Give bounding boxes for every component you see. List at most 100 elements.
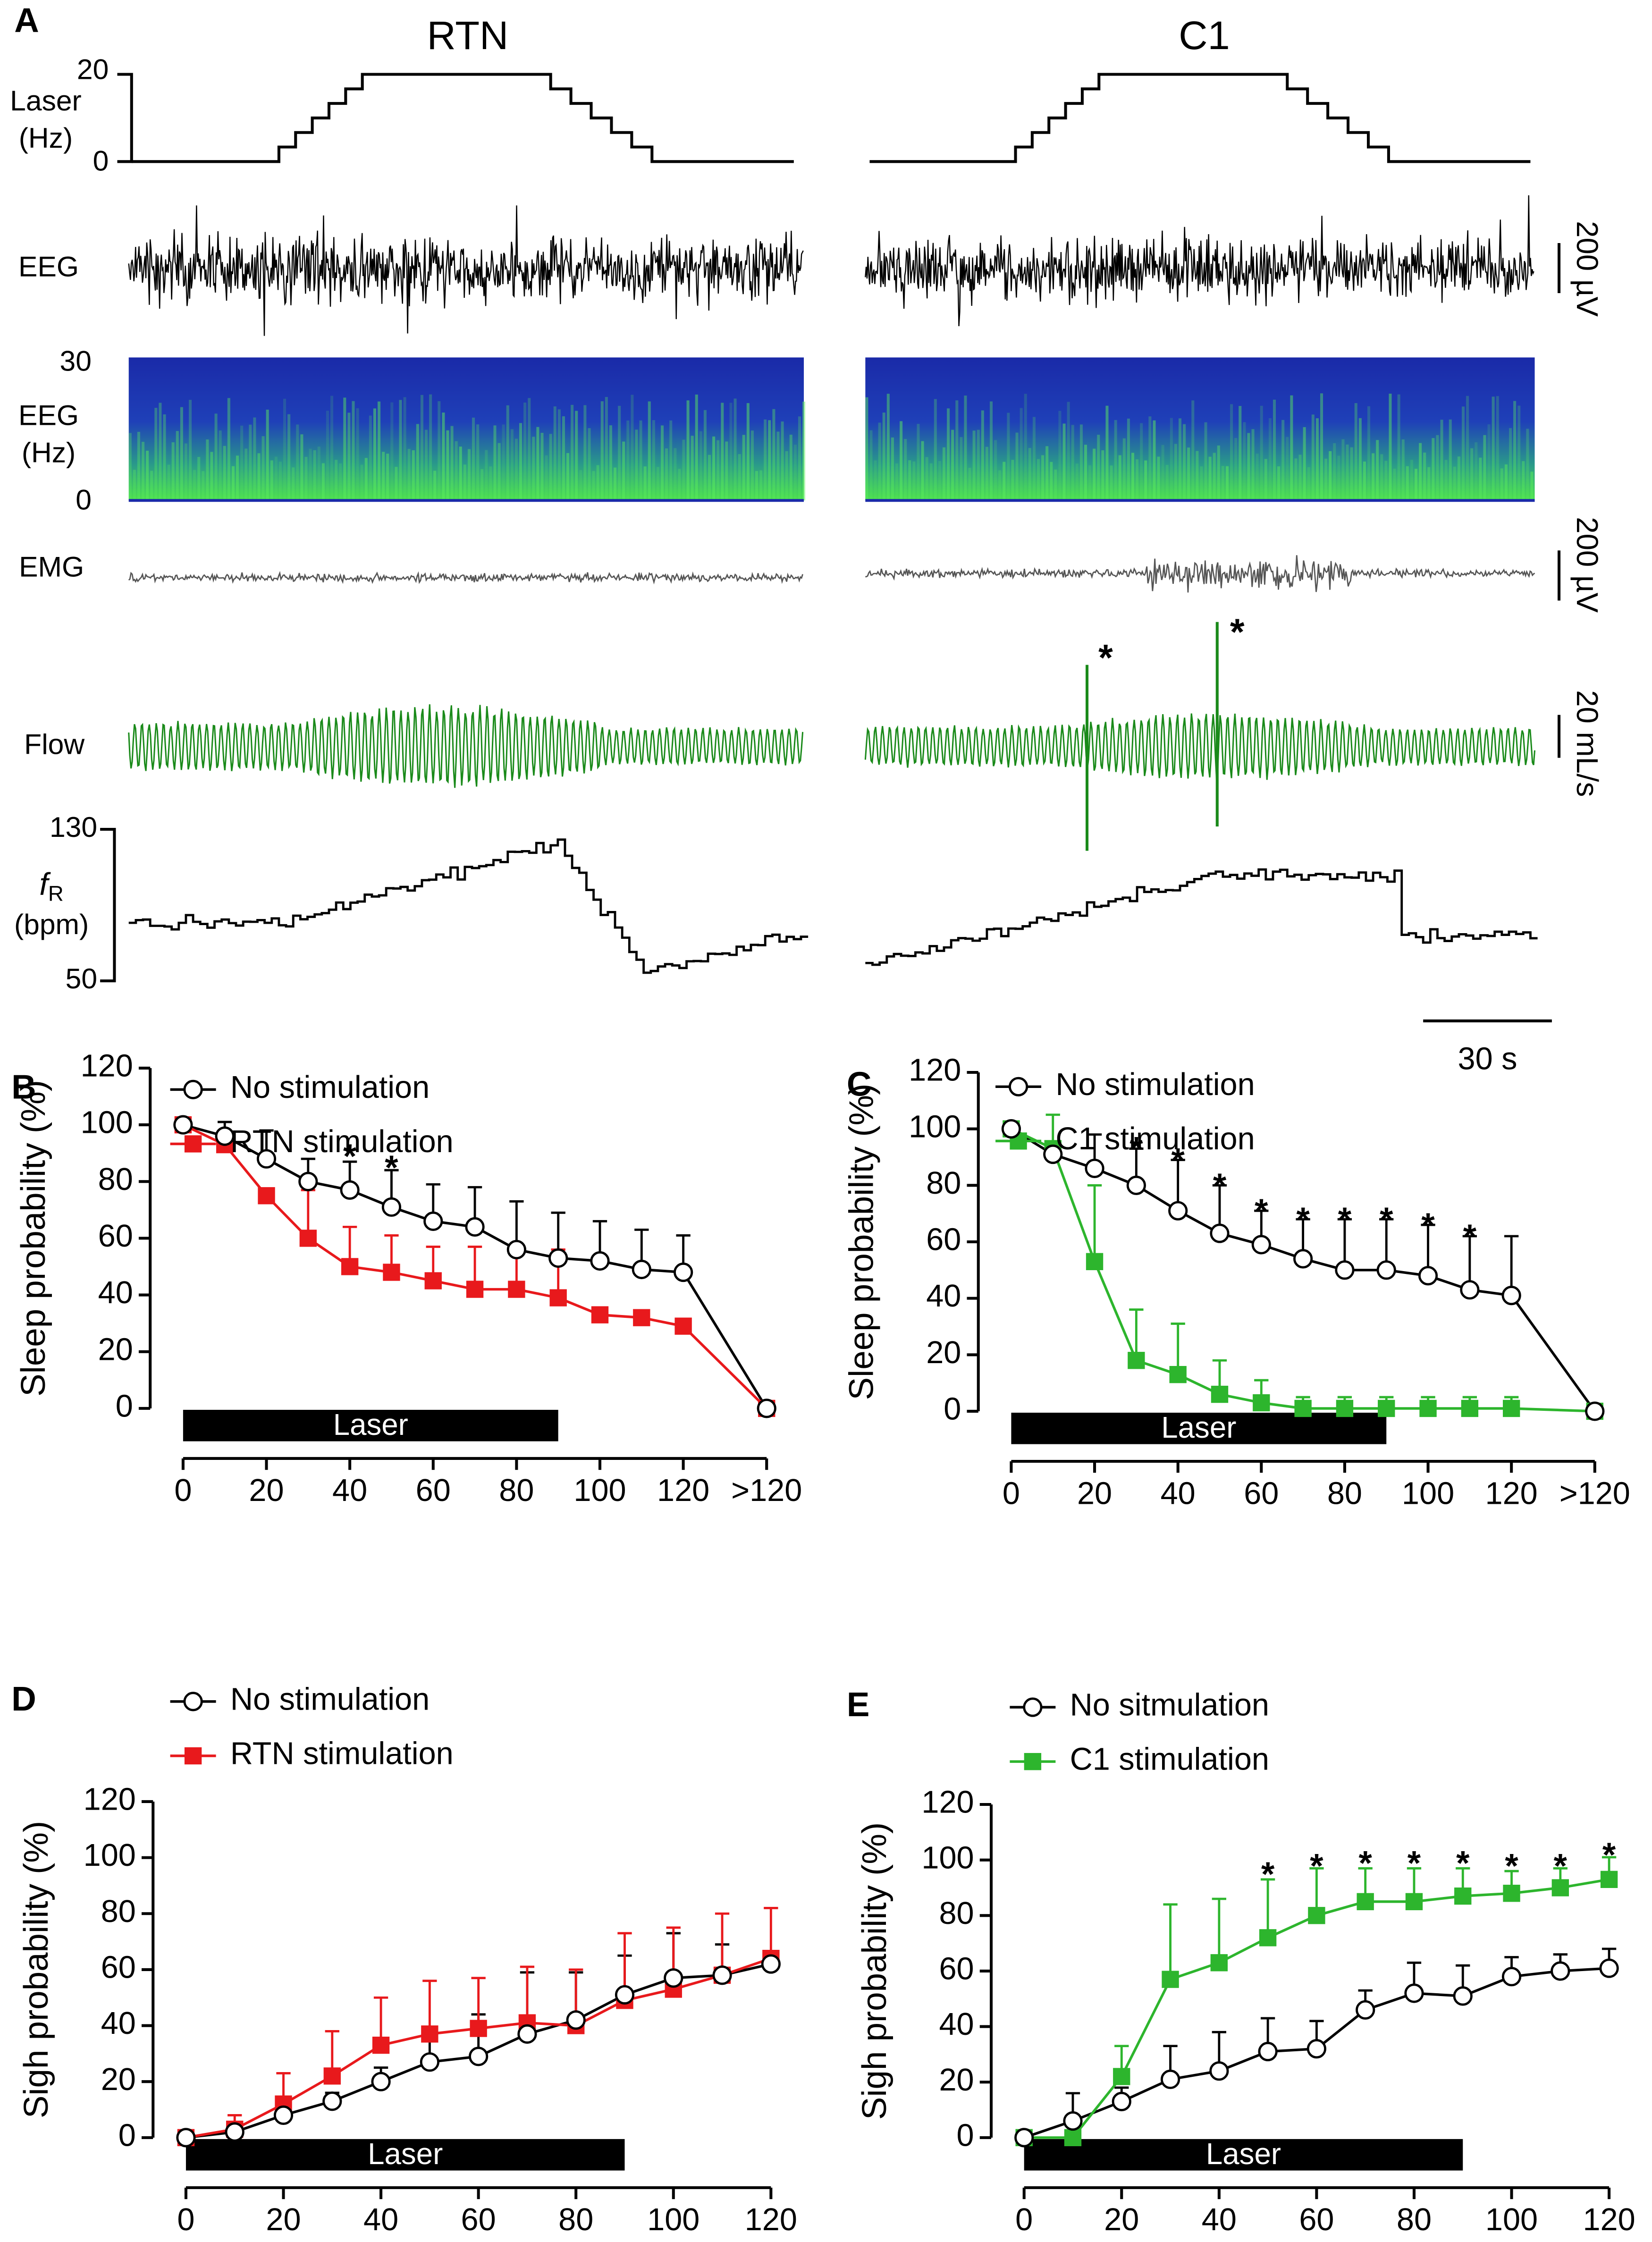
spectrogram-streak <box>964 395 967 501</box>
marker <box>323 2067 341 2085</box>
y-tick-label: 60 <box>101 1950 136 1985</box>
marker <box>421 2025 438 2043</box>
spectrogram-streak <box>257 453 261 501</box>
spectrogram-streak <box>1067 402 1070 501</box>
spectrogram-streak <box>874 460 877 501</box>
trace-label: Flow <box>24 728 84 760</box>
spectrogram-streak <box>219 430 222 501</box>
spectrogram-streak <box>270 460 273 501</box>
spectrogram-streak <box>1079 424 1083 501</box>
marker <box>1209 2061 1229 2081</box>
y-tick-label: 0 <box>118 2118 136 2153</box>
spectrogram-streak <box>335 460 338 501</box>
spectrogram-streak <box>1148 416 1152 501</box>
marker <box>322 2091 342 2111</box>
x-tick-label: 100 <box>573 1473 626 1508</box>
spectrogram-streak <box>1461 406 1465 501</box>
spectrogram-streak <box>1320 393 1323 501</box>
spectrogram-streak <box>163 414 166 501</box>
spectrogram-streak <box>652 420 655 501</box>
spectrogram-streak <box>356 408 359 501</box>
x-tick-label: 80 <box>499 1473 534 1508</box>
spectrogram-streak <box>1247 433 1250 501</box>
spectrogram-streak <box>776 431 780 501</box>
spectrogram-streak <box>738 454 741 501</box>
spectrogram-streak <box>1032 417 1036 501</box>
panel-title: C1 <box>1179 13 1230 58</box>
spectrogram-streak <box>1028 448 1031 501</box>
error-bar <box>1212 1897 1226 1963</box>
legend-marker <box>1023 1697 1043 1717</box>
panel-title: RTN <box>427 13 508 58</box>
spectrogram-streak <box>1479 457 1482 501</box>
spectrogram-streak <box>352 401 355 501</box>
spectrogram-streak <box>193 470 196 501</box>
marker <box>1253 1394 1270 1412</box>
spectrogram-streak <box>536 427 539 501</box>
spectrogram-streak <box>712 436 716 501</box>
spectrogram-streak <box>497 443 501 501</box>
x-tick-label: 100 <box>647 2202 700 2237</box>
marker <box>712 1965 732 1985</box>
marker <box>1502 1399 1520 1417</box>
marker <box>1162 1971 1179 1988</box>
marker <box>664 1968 683 1988</box>
spectrogram-streak <box>1410 460 1413 501</box>
marker <box>1599 1958 1619 1978</box>
spectrogram-streak <box>442 413 445 501</box>
spectrogram-streak <box>746 403 750 501</box>
trace-label: EEG <box>18 251 79 283</box>
spectrogram-streak <box>1264 459 1267 501</box>
spectrogram-streak <box>206 439 209 501</box>
fr-trace <box>128 838 809 974</box>
scale-label: 30 s <box>1458 1041 1517 1076</box>
y-tick-label: 40 <box>98 1275 133 1310</box>
annotation: * <box>1380 1201 1393 1239</box>
legend-marker <box>1024 1753 1042 1770</box>
spectrogram-streak <box>557 409 561 501</box>
spectrogram-streak <box>236 455 239 501</box>
legend-label: No stimulation <box>230 1070 430 1105</box>
error-bar <box>1087 1184 1102 1262</box>
spectrogram-streak <box>450 426 454 501</box>
spectrogram-streak <box>1419 443 1422 501</box>
spectrogram-streak <box>176 431 179 501</box>
y-axis-label: Sleep probability (%) <box>842 1084 880 1400</box>
spectrogram-streak <box>955 400 959 501</box>
marker <box>341 1258 359 1275</box>
annotation: * <box>1505 1847 1518 1885</box>
spectrogram-streak <box>309 448 312 501</box>
axis-tick-label: 0 <box>76 483 92 515</box>
spectrogram-streak <box>1217 445 1220 501</box>
x-tick-label: 20 <box>266 2202 301 2237</box>
spectrogram-streak <box>682 439 685 501</box>
spectrogram-streak <box>1187 447 1190 501</box>
laser-trace <box>869 73 1531 163</box>
spectrogram-streak <box>313 450 316 501</box>
marker <box>465 1217 485 1237</box>
marker <box>1169 1366 1187 1383</box>
error-bar <box>715 1912 730 1975</box>
spectrogram-streak <box>1358 418 1362 501</box>
x-tick-label: 0 <box>1015 2202 1033 2237</box>
spectrogram-streak <box>1234 438 1238 501</box>
marker <box>1501 1286 1521 1306</box>
error-bar <box>520 1965 535 2023</box>
spectrogram-streak <box>300 434 303 501</box>
x-tick-label: 80 <box>1397 2202 1432 2237</box>
panel-a: A RTN C1 Laser (Hz) 20 0 EEG EEG (Hz) 30… <box>10 1 1604 1077</box>
marker <box>591 1306 609 1323</box>
x-tick-label: >120 <box>1559 1476 1630 1511</box>
marker <box>549 1289 567 1306</box>
spectrogram-streak <box>142 442 145 501</box>
x-tick-label: 0 <box>177 2202 194 2237</box>
spectrogram-streak <box>729 403 733 501</box>
marker <box>256 1149 277 1169</box>
spectrogram-streak <box>921 441 924 501</box>
spectrogram-streak <box>1196 451 1199 501</box>
spectrogram-streak <box>1337 455 1340 501</box>
spectrogram-streak <box>1389 393 1392 501</box>
y-tick-label: 60 <box>926 1222 961 1257</box>
spectrogram-streak <box>733 398 737 501</box>
